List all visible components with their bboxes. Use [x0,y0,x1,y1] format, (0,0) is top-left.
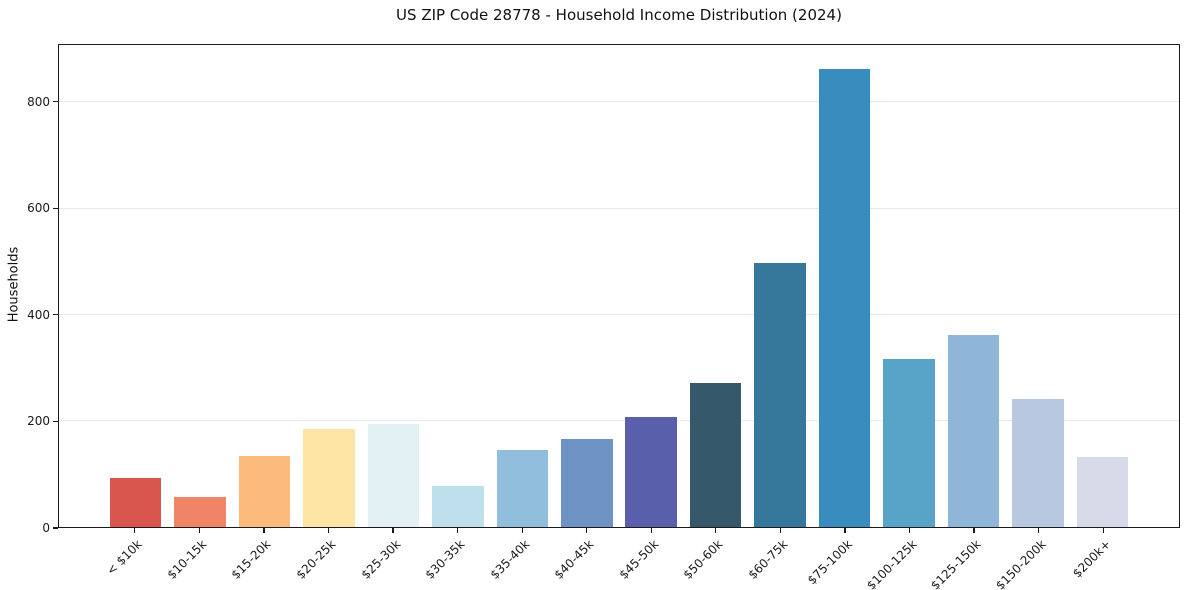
y-tick-mark [53,207,58,209]
x-tick-mark [392,528,394,533]
y-tick-label: 600 [27,201,50,216]
y-tick-label: 200 [27,414,50,429]
x-tick-label: < $10k [103,537,145,578]
x-tick-mark [263,528,265,533]
plot-area [58,44,1180,528]
x-tick-label: $50-60k [680,537,726,582]
x-tick-mark [779,528,781,533]
x-tick-mark [1102,528,1104,533]
x-tick-label: $100-125k [863,537,920,590]
gridline [59,207,1179,209]
bar [303,428,355,527]
x-tick-mark [650,528,652,533]
gridline [59,313,1179,315]
x-tick-mark [327,528,330,533]
x-tick-label: $125-150k [928,537,984,590]
bar [238,455,291,527]
bar [1012,399,1064,527]
y-tick-label: 0 [42,521,50,535]
bar [109,478,162,527]
y-tick-mark [53,420,58,422]
x-tick-mark [715,528,717,533]
x-tick-mark [521,528,523,533]
bar [496,449,549,527]
bar [432,486,484,527]
x-tick-mark [198,528,200,533]
x-tick-mark [586,528,588,533]
x-tick-label: $30-35k [422,537,468,582]
x-tick-label: $40-45k [551,537,597,582]
x-tick-mark [457,528,459,533]
bar [818,68,871,527]
x-tick-label: $200k+ [1069,537,1114,581]
bar [754,263,806,527]
y-tick-mark [53,314,58,316]
x-tick-mark [1038,528,1040,533]
x-tick-label: $15-20k [228,537,274,582]
bar [174,496,226,527]
bar [883,359,935,527]
x-tick-label: $35-40k [487,537,533,582]
y-tick-mark [53,100,58,103]
gridline [59,419,1179,421]
x-tick-label: $20-25k [293,537,339,582]
x-tick-label: $45-50k [616,537,662,582]
x-tick-label: $25-30k [358,537,403,582]
x-tick-mark [844,528,846,533]
bar [689,383,742,527]
bar [1076,456,1129,527]
bar [561,439,613,527]
x-tick-label: $150-200k [992,537,1049,590]
x-tick-mark [908,528,911,533]
gridline [59,101,1179,103]
chart-title: US ZIP Code 28778 - Household Income Dis… [396,6,842,24]
x-tick-mark [134,528,136,533]
y-tick-mark [53,527,58,529]
bar [625,417,677,527]
x-tick-label: $10-15k [164,537,210,582]
x-tick-label: $60-75k [745,537,791,582]
x-tick-mark [973,528,975,533]
bar [947,334,1000,527]
x-tick-label: $75-100k [804,537,855,588]
y-tick-label: 400 [27,307,50,322]
y-tick-label: 800 [27,94,50,109]
bar [367,424,420,527]
